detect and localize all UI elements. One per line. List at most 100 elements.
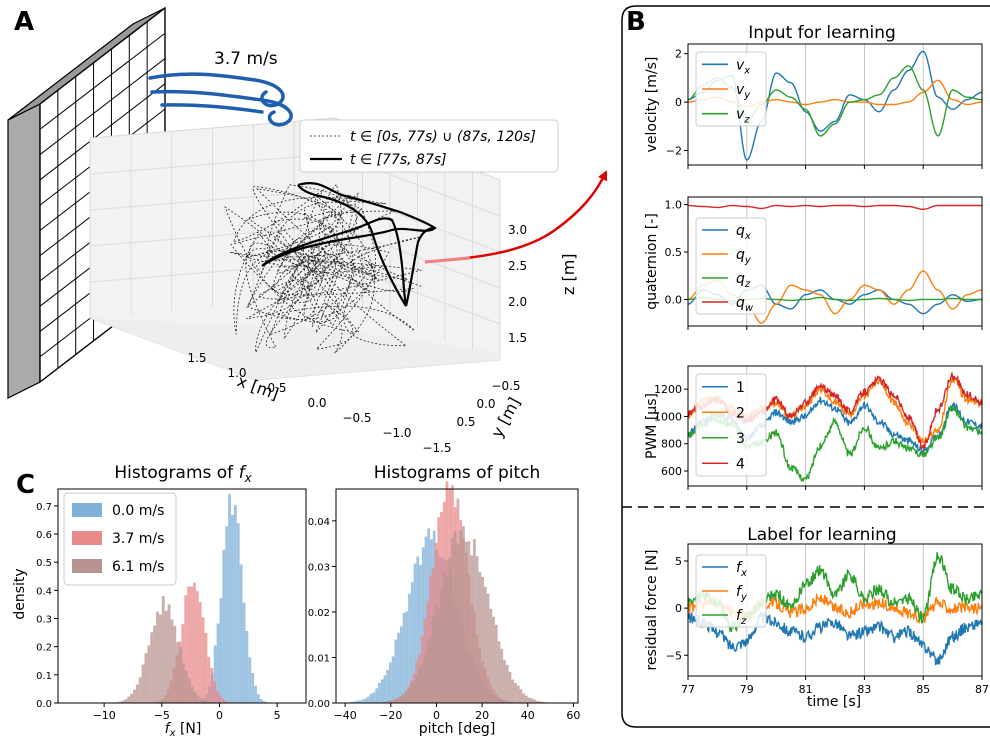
z-tick-labels: 3.02.52.01.5 xyxy=(508,223,527,345)
pwm-legend xyxy=(696,374,766,476)
hist-bar xyxy=(179,647,182,703)
hist-bar xyxy=(400,626,403,703)
hist-bar xyxy=(415,676,418,703)
y-tick-label: 0.02 xyxy=(308,608,330,619)
hist-bar xyxy=(514,683,517,703)
hist-bar xyxy=(228,494,231,703)
hist-bar xyxy=(402,694,405,703)
hist-bar xyxy=(473,539,476,703)
y-tick-label: 0.0 xyxy=(476,397,495,411)
hist-bar xyxy=(147,645,150,703)
x-tick-label: −10 xyxy=(93,709,116,722)
hist-bar xyxy=(145,653,148,703)
hist-bar xyxy=(440,588,443,703)
hist-bar xyxy=(495,625,498,703)
hist-bar xyxy=(528,698,531,703)
y-tick-label: −2 xyxy=(666,144,682,157)
hist-bar xyxy=(199,698,202,703)
y-tick-label: 0 xyxy=(675,96,682,109)
series-line-w xyxy=(688,206,982,210)
legend-label: 3.7 m/s xyxy=(112,531,164,547)
hist-bar xyxy=(517,686,520,703)
hist-bar xyxy=(367,697,370,703)
hist-bar xyxy=(165,611,168,703)
x-tick-label: 0 xyxy=(216,709,223,722)
y-tick-label: 0.5 xyxy=(36,558,52,569)
y-tick-label: 0.5 xyxy=(665,246,683,259)
hist-bar xyxy=(216,691,219,703)
wind-icon xyxy=(150,74,291,125)
hist-bar xyxy=(394,699,397,703)
hist-bar xyxy=(386,670,389,703)
hist-bar xyxy=(520,689,523,703)
hist-bar xyxy=(394,640,397,703)
hist-bar xyxy=(397,633,400,703)
hist-bar xyxy=(213,681,216,703)
x-tick-label: −1.0 xyxy=(382,426,411,440)
x-tick-label: 85 xyxy=(916,683,930,696)
hist-bar xyxy=(136,684,139,703)
hist-bar xyxy=(191,687,194,703)
y-tick-label: 0.7 xyxy=(36,502,52,513)
legend-label: 2 xyxy=(736,405,745,421)
hist-bar xyxy=(462,526,465,703)
y-tick-label: −5 xyxy=(666,649,682,662)
hist-bar xyxy=(150,632,153,703)
hist-density-label: density xyxy=(12,568,28,619)
hist-bar xyxy=(196,695,199,703)
hist-bar xyxy=(448,558,451,703)
y-tick-label: 0.5 xyxy=(456,415,475,429)
x-tick-label: 5 xyxy=(274,709,281,722)
hist-bar xyxy=(489,609,492,703)
hist-bar xyxy=(375,688,378,703)
hist-bar xyxy=(231,515,234,703)
hist-bar xyxy=(506,665,509,703)
hist-bar xyxy=(162,596,165,703)
hist-bar xyxy=(468,541,471,703)
hist-bar xyxy=(251,673,254,703)
hist-bar xyxy=(243,603,246,704)
hist-bar xyxy=(124,699,127,703)
y-tick-label: 0.6 xyxy=(36,530,52,541)
y-tick-label: 5 xyxy=(675,555,682,568)
hist-bar xyxy=(435,606,438,703)
legend-swatch xyxy=(72,503,102,517)
pwm-ylabel: PWM [μs] xyxy=(644,393,660,459)
y-tick-label: 0 xyxy=(675,602,682,615)
hist-bar xyxy=(399,696,402,703)
panel-letter-b: B xyxy=(626,7,646,37)
y-tick-label: 600 xyxy=(661,465,682,478)
hist-bar xyxy=(396,698,399,703)
hist-bar xyxy=(159,614,162,703)
hist-bar xyxy=(139,677,142,703)
hist-bar xyxy=(194,692,197,703)
hist-bar xyxy=(196,591,199,703)
hist-bar xyxy=(503,660,506,703)
legend-label: 3 xyxy=(736,431,745,447)
hist-bar xyxy=(522,693,525,703)
y-tick-label: 0.1 xyxy=(36,671,52,682)
hist-bar xyxy=(381,680,384,703)
x-tick-label: 60 xyxy=(566,709,580,722)
y-tick-label: 2 xyxy=(675,48,682,61)
hist-bar xyxy=(500,649,503,703)
legend-swatch xyxy=(72,559,102,573)
quaternion-ylabel: quaternion [-] xyxy=(644,213,660,310)
hist-bar xyxy=(476,556,479,703)
hist-bar xyxy=(465,542,468,703)
hist-bar xyxy=(492,617,495,703)
y-tick-label: −0.5 xyxy=(491,379,520,393)
legend-label: 6.1 m/s xyxy=(112,559,164,575)
hist-bar xyxy=(219,696,222,703)
z-tick-label: 3.0 xyxy=(508,223,527,237)
z-tick-label: 1.5 xyxy=(508,331,527,345)
hist-bar xyxy=(182,663,185,703)
hist-bar xyxy=(478,572,481,703)
hist-bar xyxy=(404,691,407,703)
